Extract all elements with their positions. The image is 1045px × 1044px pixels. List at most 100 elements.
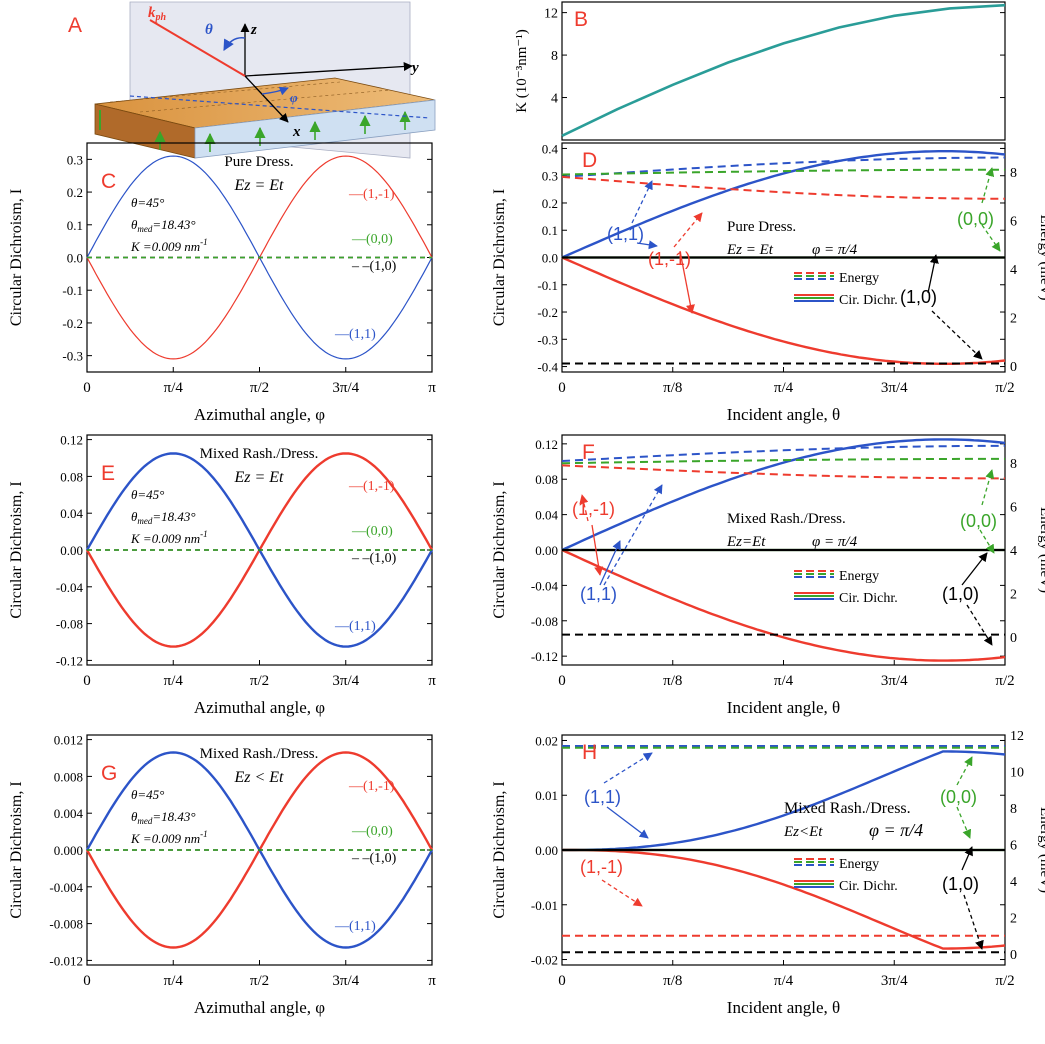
annotation-arrow (963, 894, 984, 950)
y-tick-label: 0.00 (535, 543, 558, 558)
panel-title: Pure Dress. (224, 154, 293, 170)
annotation-arrow (673, 212, 703, 248)
y-tick-label: 0.2 (542, 196, 558, 211)
cd-curve-(1,-1) (561, 256, 1006, 365)
y-tick-label: 0.012 (54, 733, 83, 748)
legend-energy-label: Energy (839, 569, 879, 584)
x-axis-label: Azimuthal angle, φ (194, 998, 325, 1017)
series-label: (1,-1) (572, 499, 615, 519)
theta-arc (223, 36, 246, 51)
x-axis-label: Incident angle, θ (727, 405, 840, 424)
x-tick-label: π/2 (250, 380, 269, 396)
y-tick-label: -0.1 (62, 283, 83, 298)
legend-cd-label: Cir. Dichr. (839, 293, 898, 308)
annotation-arrow (981, 469, 995, 506)
energy-curve-(0,0) (561, 457, 1005, 465)
series-label: —(0,0) (351, 824, 393, 839)
x-tick-label: 3π/4 (332, 673, 359, 689)
legend-cd-label: Cir. Dichr. (839, 879, 898, 894)
y2-tick-label: 6 (1010, 839, 1017, 854)
panel-title: Mixed Rash./Dress. (727, 511, 846, 527)
panel-title: Mixed Rash./Dress. (200, 746, 319, 762)
param-k: K =0.009 nm-1 (130, 829, 208, 846)
x-tick-label: π/4 (774, 380, 794, 396)
y-tick-label: -0.3 (537, 332, 558, 347)
y-tick-label: -0.3 (62, 349, 83, 364)
series-label: —(1,-1) (348, 779, 395, 794)
x-tick-label: 0 (83, 380, 91, 396)
param-theta-med: θmed=18.43° (131, 809, 196, 826)
annotation-arrow (606, 806, 649, 839)
annotation-arrow (591, 524, 604, 576)
annotation-arrow (599, 540, 621, 586)
annotation-arrow (961, 552, 988, 586)
annotation-arrow (931, 310, 983, 360)
panel-subtitle: Ez = Et (726, 242, 774, 258)
x-tick-label: 0 (558, 673, 566, 689)
annotation-arrow (981, 224, 1001, 252)
y-tick-label: 0.04 (60, 506, 83, 521)
y-tick-label: -0.008 (49, 917, 83, 932)
x-tick-label: 0 (83, 973, 91, 989)
series-label: —(0,0) (351, 524, 393, 539)
annotation-arrow (603, 752, 653, 784)
y-tick-label: 0.004 (54, 806, 84, 821)
y2-tick-label: 0 (1010, 948, 1017, 963)
x-tick-label: 0 (558, 973, 566, 989)
panel-h-chart: -0.02 -0.01 0.00 0.01 0.02 0 2 4 6 8 10 12 0 π/8 π/4 3π… (491, 729, 1045, 1017)
x-tick-label: π/8 (663, 380, 682, 396)
y-tick-label: 0.4 (542, 141, 559, 156)
panel-c-chart: -0.3 -0.2 -0.1 0.0 0.1 0.2 0.3 0 π/4 π/2 3π/4 π C Pur… (8, 142, 436, 424)
series-label: (0,0) (957, 209, 994, 229)
y-axis-label: Circular Dichroism, I (491, 781, 508, 918)
y-tick-label: 0.00 (535, 843, 558, 858)
series-label: —(0,0) (351, 232, 393, 247)
y-tick-label: 0.01 (535, 788, 558, 803)
y-tick-label: 0.04 (535, 508, 558, 523)
energy-curve-(1,-1) (561, 175, 1005, 200)
y-tick-label: 8 (551, 49, 558, 64)
y-tick-label: -0.08 (56, 617, 83, 632)
panel-label: D (582, 149, 597, 172)
series-label: —(1,-1) (348, 187, 395, 202)
x-tick-label: π (428, 673, 436, 689)
y2-tick-label: 8 (1010, 166, 1017, 181)
series-label: (1,-1) (580, 857, 623, 877)
y2-tick-label: 4 (1010, 875, 1017, 890)
y2-tick-label: 4 (1010, 263, 1017, 278)
y2-tick-label: 2 (1010, 587, 1017, 602)
x-tick-label: π/4 (774, 673, 794, 689)
y-tick-label: 0.0 (542, 251, 558, 266)
annotation-arrow (679, 250, 695, 314)
cd-curve-(1,-1) (562, 848, 1006, 950)
axis-y-line (244, 61, 413, 77)
series-label: (0,0) (960, 511, 997, 531)
series-label: (1,1) (584, 787, 621, 807)
y-tick-label: 0.0 (67, 251, 83, 266)
k-curve (561, 3, 1006, 137)
panel-subtitle: Ez=Et (726, 534, 766, 550)
axis-y-label: y (410, 60, 419, 76)
y2-tick-label: 0 (1010, 631, 1017, 646)
legend-energy-label: Energy (839, 271, 879, 286)
x-tick-label: π/2 (250, 673, 269, 689)
y-tick-label: -0.12 (56, 653, 83, 668)
y2-tick-label: 2 (1010, 912, 1017, 927)
series-label: (1,0) (900, 287, 937, 307)
energy-curve-(0,0) (561, 168, 1005, 176)
y-axis-label: Circular Dichroism, I (8, 189, 25, 326)
x-tick-label: 0 (558, 380, 566, 396)
panel-b-chart: 4 8 12 B K (10⁻³nm⁻¹) (514, 1, 1006, 141)
x-tick-label: π/4 (164, 673, 184, 689)
series-label: (1,-1) (648, 249, 691, 269)
y-tick-label: 0.000 (54, 843, 83, 858)
x-tick-label: 0 (83, 673, 91, 689)
param-theta-med: θmed=18.43° (131, 217, 196, 234)
series-label: – –(1,0) (351, 851, 397, 866)
y-tick-label: 0.2 (67, 185, 83, 200)
panel-title: Pure Dress. (727, 219, 796, 235)
series-label: —(1,-1) (348, 479, 395, 494)
y-tick-label: -0.08 (531, 614, 558, 629)
axis-z-label: z (250, 22, 257, 38)
annotation-arrow (956, 756, 973, 786)
